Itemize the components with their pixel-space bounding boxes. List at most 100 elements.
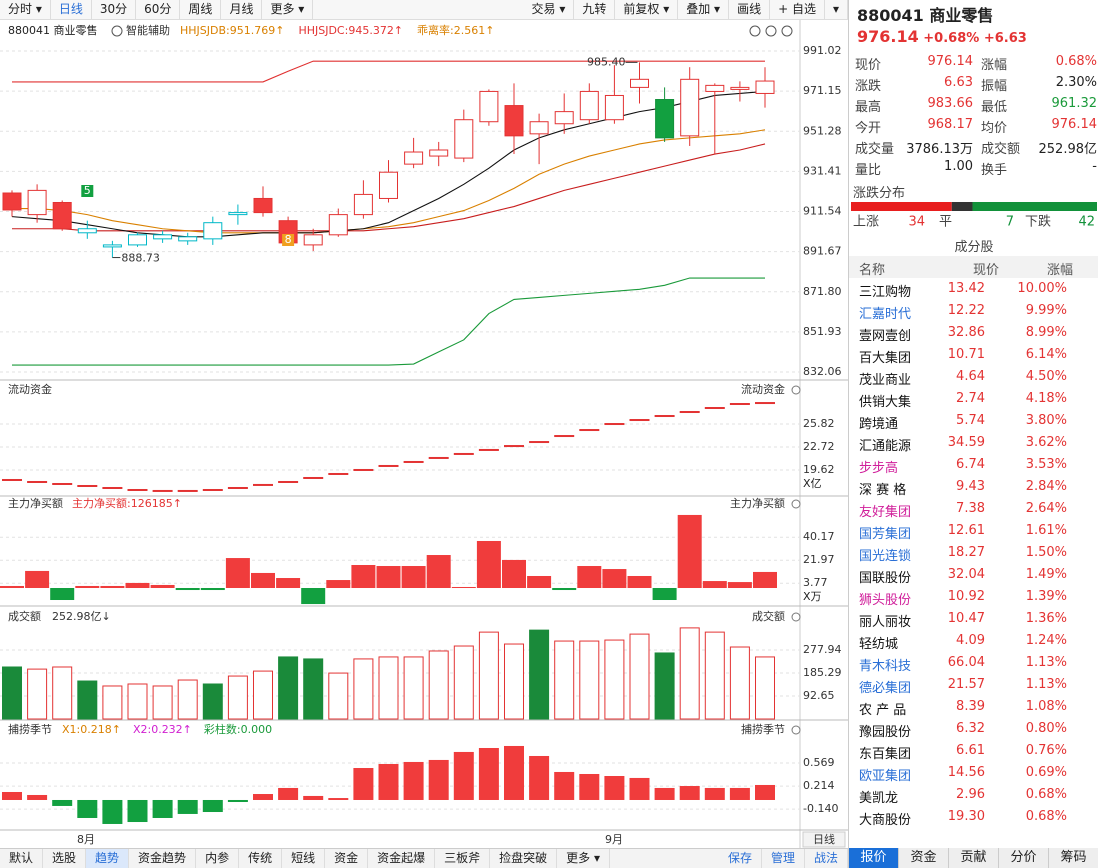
toolbar-button[interactable]: 叠加 ▾	[678, 0, 730, 19]
component-row[interactable]: 汇嘉时代 12.22 9.99%	[849, 300, 1098, 322]
component-row[interactable]: 壹网壹创 32.86 8.99%	[849, 322, 1098, 344]
bottom-tab[interactable]: 趋势	[86, 849, 130, 868]
toolbar-button[interactable]: 前复权 ▾	[615, 0, 679, 19]
bottom-tab[interactable]: 内参	[196, 849, 240, 868]
toolbar-button[interactable]: ▾	[825, 0, 848, 19]
component-row[interactable]: 狮头股份 10.92 1.39%	[849, 586, 1098, 608]
netbuy-bar	[401, 566, 426, 589]
stock-pct: 0.68%	[1025, 809, 1067, 824]
volume-bar	[152, 685, 173, 720]
macd-bar	[77, 799, 98, 818]
bottom-tab[interactable]: 默认	[0, 849, 44, 868]
component-row[interactable]: 青木科技 66.04 1.13%	[849, 652, 1098, 674]
component-row[interactable]: 友好集团 7.38 2.64%	[849, 498, 1098, 520]
component-row[interactable]: 茂业商业 4.64 4.50%	[849, 366, 1098, 388]
quote-value: 6.63	[944, 75, 973, 90]
candle-body	[203, 222, 223, 240]
component-row[interactable]: 农 产 品 8.39 1.08%	[849, 696, 1098, 718]
macd-bar	[704, 787, 725, 800]
bottom-tab[interactable]: 资金趋势	[129, 849, 197, 868]
macd-bar	[428, 759, 449, 800]
tool-icon[interactable]	[765, 25, 777, 37]
bottom-tabs: 默认 选股 趋势 资金趋势 内参 传统 短线 资金 资金起爆 三板斧 捡盘突破 更多 ▾ 保存 管理 战法	[0, 848, 848, 868]
liquidity-mark	[478, 448, 499, 451]
component-row[interactable]: 百大集团 10.71 6.14%	[849, 344, 1098, 366]
side-tab[interactable]: 资金	[899, 848, 949, 868]
toolbar-button[interactable]: 分时 ▾	[0, 0, 51, 19]
bottom-action[interactable]: 战法	[805, 849, 848, 868]
netbuy-bar	[225, 558, 250, 589]
macd-bar	[604, 776, 625, 800]
chart-tools[interactable]	[749, 25, 793, 37]
component-row[interactable]: 轻纺城 4.09 1.24%	[849, 630, 1098, 652]
component-row[interactable]: 丽人丽妆 10.47 1.36%	[849, 608, 1098, 630]
netbuy-bar	[652, 588, 677, 601]
tool-icon[interactable]	[781, 25, 793, 37]
component-row[interactable]: 步步高 6.74 3.53%	[849, 454, 1098, 476]
toolbar-button[interactable]: 月线	[221, 0, 263, 19]
component-row[interactable]: 欧亚集团 14.56 0.69%	[849, 762, 1098, 784]
bottom-tab[interactable]: 选股	[43, 849, 87, 868]
component-row[interactable]: 跨境通 5.74 3.80%	[849, 410, 1098, 432]
candle-body	[705, 84, 725, 92]
tool-icon[interactable]	[749, 25, 761, 37]
volume-bar	[378, 656, 399, 720]
toolbar-button[interactable]: 60分	[136, 0, 181, 19]
component-row[interactable]: 豫园股份 6.32 0.80%	[849, 718, 1098, 740]
component-row[interactable]: 三江购物 13.42 10.00%	[849, 278, 1098, 300]
side-tab[interactable]: 筹码	[1049, 848, 1098, 868]
toolbar-button[interactable]: 日线	[51, 0, 92, 19]
liquidity-mark	[102, 486, 123, 489]
candle-body	[604, 94, 624, 121]
candle-body	[630, 78, 649, 88]
component-row[interactable]: 国光连锁 18.27 1.50%	[849, 542, 1098, 564]
component-row[interactable]: 德必集团 21.57 1.13%	[849, 674, 1098, 696]
toolbar-button[interactable]: 周线	[180, 0, 222, 19]
candle-body	[228, 212, 248, 216]
stock-name: 东百集团	[859, 747, 912, 762]
macd-bar	[629, 777, 650, 800]
bottom-action[interactable]: 保存	[719, 849, 762, 868]
component-row[interactable]: 美凯龙 2.96 0.68%	[849, 784, 1098, 806]
quote-key: 量比	[855, 163, 882, 178]
toolbar-button[interactable]: 九转	[574, 0, 616, 19]
bottom-action[interactable]: 管理	[762, 849, 805, 868]
liquidity-mark	[554, 435, 575, 438]
toolbar-button[interactable]: 交易 ▾	[524, 0, 575, 19]
component-row[interactable]: 汇通能源 34.59 3.62%	[849, 432, 1098, 454]
toolbar-button[interactable]: 30分	[92, 0, 137, 19]
toolbar-button[interactable]: 更多 ▾	[262, 0, 314, 19]
side-tab[interactable]: 报价	[849, 848, 899, 868]
component-row[interactable]: 国芳集团 12.61 1.61%	[849, 520, 1098, 542]
macd-bar	[453, 751, 474, 800]
bottom-tab[interactable]: 短线	[282, 849, 326, 868]
component-row[interactable]: 大商股份 19.30 0.68%	[849, 806, 1098, 828]
liquidity-mark	[403, 460, 424, 463]
bottom-tab[interactable]: 更多 ▾	[557, 849, 611, 868]
indicator-reading: HHJSJDB:951.769↑	[180, 24, 284, 37]
bottom-tab[interactable]: 传统	[239, 849, 283, 868]
stock-name: 美凯龙	[859, 791, 899, 806]
bottom-tab[interactable]: 资金起爆	[368, 849, 436, 868]
bottom-tab[interactable]: 资金	[325, 849, 369, 868]
y-tick-label: -0.140	[803, 802, 838, 815]
toolbar-button[interactable]: 画线	[729, 0, 771, 19]
toolbar-button[interactable]: + 自选	[770, 0, 825, 19]
macd-bar	[27, 794, 48, 800]
quote-key: 涨幅	[981, 58, 1008, 73]
bottom-tab[interactable]: 三板斧	[435, 849, 491, 868]
side-tab[interactable]: 分价	[999, 848, 1049, 868]
component-row[interactable]: 深 赛 格 9.43 2.84%	[849, 476, 1098, 498]
side-tab[interactable]: 贡献	[949, 848, 999, 868]
liquidity-mark	[227, 486, 248, 489]
volume-bar	[554, 640, 575, 720]
indicator-line	[12, 60, 765, 83]
bottom-tab[interactable]: 捡盘突破	[490, 849, 558, 868]
component-row[interactable]: 国联股份 32.04 1.49%	[849, 564, 1098, 586]
liquidity-mark	[152, 489, 173, 492]
component-row[interactable]: 东百集团 6.61 0.76%	[849, 740, 1098, 762]
volume-bar	[2, 666, 22, 720]
volume-bar	[729, 646, 750, 720]
component-row[interactable]: 供销大集 2.74 4.18%	[849, 388, 1098, 410]
stock-price: 5.74	[956, 413, 985, 428]
